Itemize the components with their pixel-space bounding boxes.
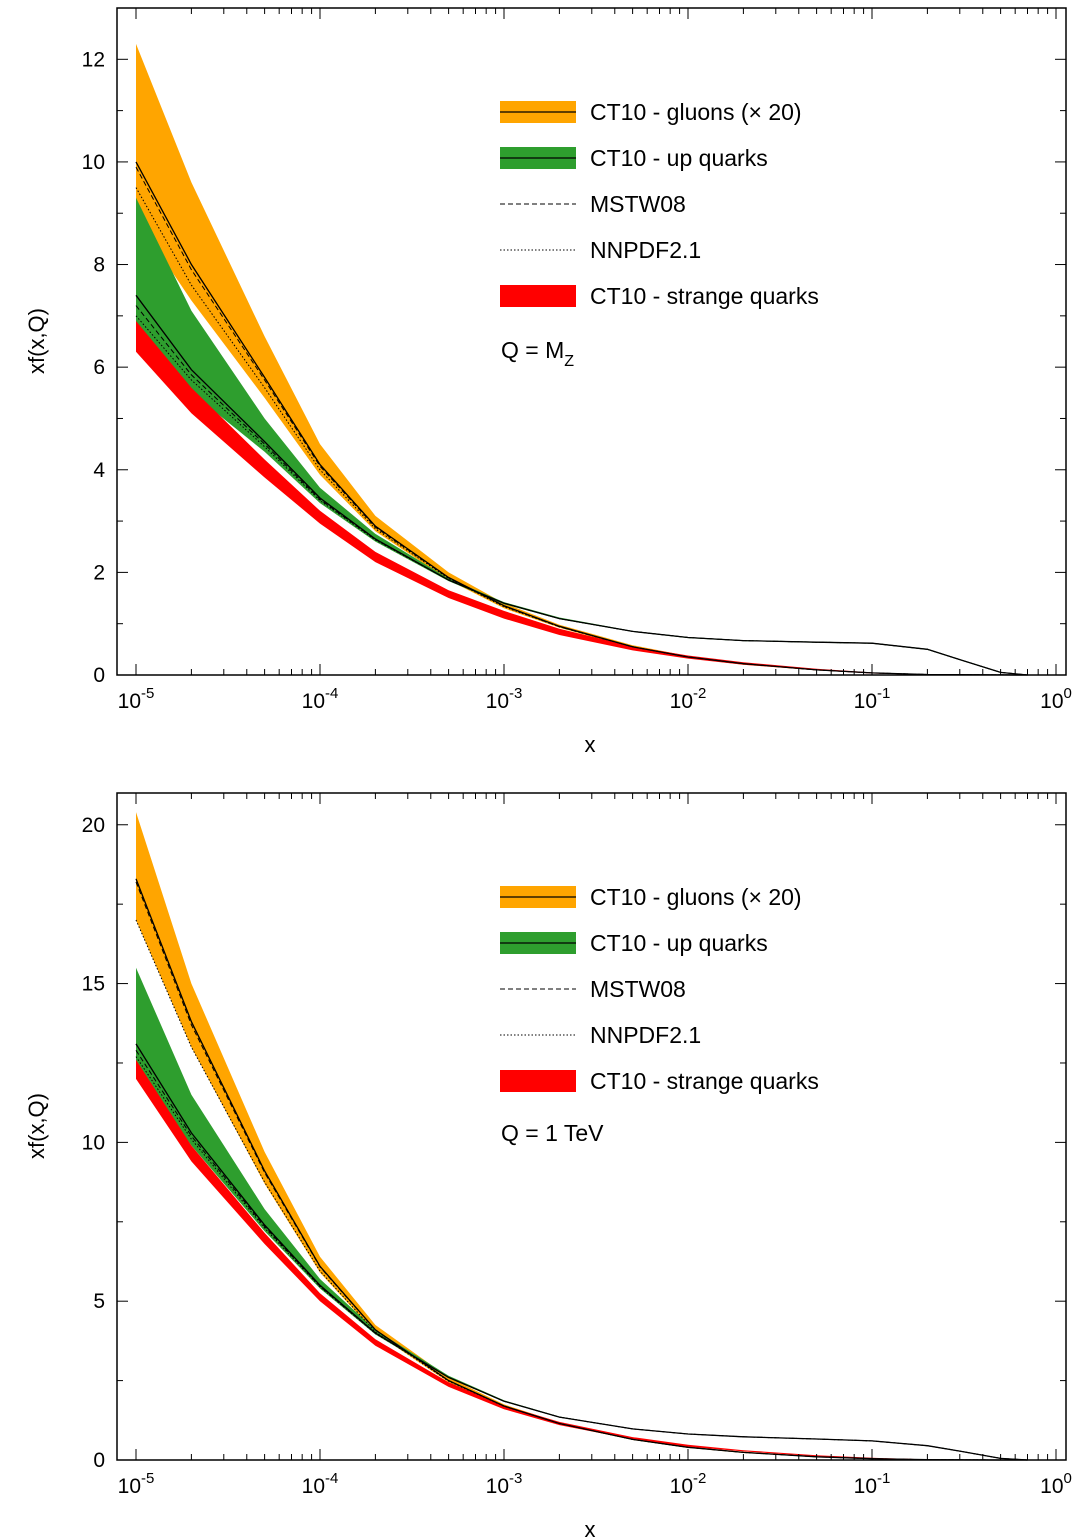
legend-label: CT10 - strange quarks [590, 1068, 819, 1094]
legend-label: NNPDF2.1 [590, 237, 701, 263]
legend-label: MSTW08 [590, 191, 686, 217]
legend-label: CT10 - gluons (× 20) [590, 99, 802, 125]
x-tick-exponent: 0 [1064, 1470, 1072, 1487]
legend-label: CT10 - strange quarks [590, 283, 819, 309]
legend-item-ct10-up-quarks: CT10 - up quarks [500, 145, 768, 171]
scale-annotation-bottom: Q = 1 TeV [501, 1120, 604, 1146]
y-tick-label: 0 [93, 664, 105, 687]
legend-item-ct10-up-quarks: CT10 - up quarks [500, 930, 768, 956]
scale-annotation-text: Q = 1 TeV [501, 1120, 604, 1146]
x-tick-base: 10 [486, 1475, 509, 1498]
y-tick-label: 12 [82, 48, 105, 71]
x-tick-base: 10 [486, 690, 509, 713]
x-tick-exponent: -5 [141, 685, 154, 702]
y-tick-label: 6 [93, 356, 105, 379]
x-tick-exponent: -1 [877, 685, 890, 702]
x-tick-exponent: -1 [877, 1470, 890, 1487]
x-axis-label-top: x [585, 732, 596, 757]
legend-label: CT10 - up quarks [590, 930, 768, 956]
y-tick-label: 10 [82, 151, 105, 174]
x-tick-base: 10 [118, 1475, 141, 1498]
legend-label: CT10 - up quarks [590, 145, 768, 171]
x-tick-base: 10 [670, 690, 693, 713]
x-tick-exponent: -2 [693, 685, 706, 702]
y-tick-label: 15 [82, 973, 105, 996]
x-tick-exponent: -4 [325, 1470, 338, 1487]
x-tick-base: 10 [854, 690, 877, 713]
x-tick-base: 10 [302, 1475, 325, 1498]
x-tick-exponent: -4 [325, 685, 338, 702]
y-tick-label: 2 [93, 561, 105, 584]
scale-annotation-text: Q = M [501, 337, 564, 363]
x-tick-exponent: -5 [141, 1470, 154, 1487]
x-axis-label-bottom: x [585, 1517, 596, 1540]
y-axis-label-bottom: xf(x,Q) [24, 1093, 49, 1159]
y-axis-label-top: xf(x,Q) [24, 308, 49, 374]
legend-swatch [500, 1070, 576, 1092]
x-tick-exponent: -2 [693, 1470, 706, 1487]
x-tick-exponent: -3 [509, 685, 522, 702]
y-tick-label: 0 [93, 1449, 105, 1472]
y-tick-label: 20 [82, 814, 105, 837]
scale-annotation-subscript: Z [564, 353, 574, 370]
x-tick-base: 10 [118, 690, 141, 713]
y-tick-label: 4 [93, 459, 105, 482]
legend-item-ct10-strange-quarks: CT10 - strange quarks [500, 283, 819, 309]
x-tick-base: 10 [1040, 1475, 1063, 1498]
legend-item-ct10-gluons-20: CT10 - gluons (× 20) [500, 884, 802, 910]
x-tick-base: 10 [1040, 690, 1063, 713]
legend-item-ct10-strange-quarks: CT10 - strange quarks [500, 1068, 819, 1094]
x-tick-base: 10 [854, 1475, 877, 1498]
x-tick-base: 10 [670, 1475, 693, 1498]
legend-label: NNPDF2.1 [590, 1022, 701, 1048]
y-tick-label: 8 [93, 254, 105, 277]
legend-label: MSTW08 [590, 976, 686, 1002]
x-tick-exponent: 0 [1064, 685, 1072, 702]
y-tick-label: 10 [82, 1131, 105, 1154]
y-tick-label: 5 [93, 1290, 105, 1313]
legend-item-ct10-gluons-20: CT10 - gluons (× 20) [500, 99, 802, 125]
x-tick-exponent: -3 [509, 1470, 522, 1487]
legend-swatch [500, 285, 576, 307]
legend-label: CT10 - gluons (× 20) [590, 884, 802, 910]
x-tick-base: 10 [302, 690, 325, 713]
